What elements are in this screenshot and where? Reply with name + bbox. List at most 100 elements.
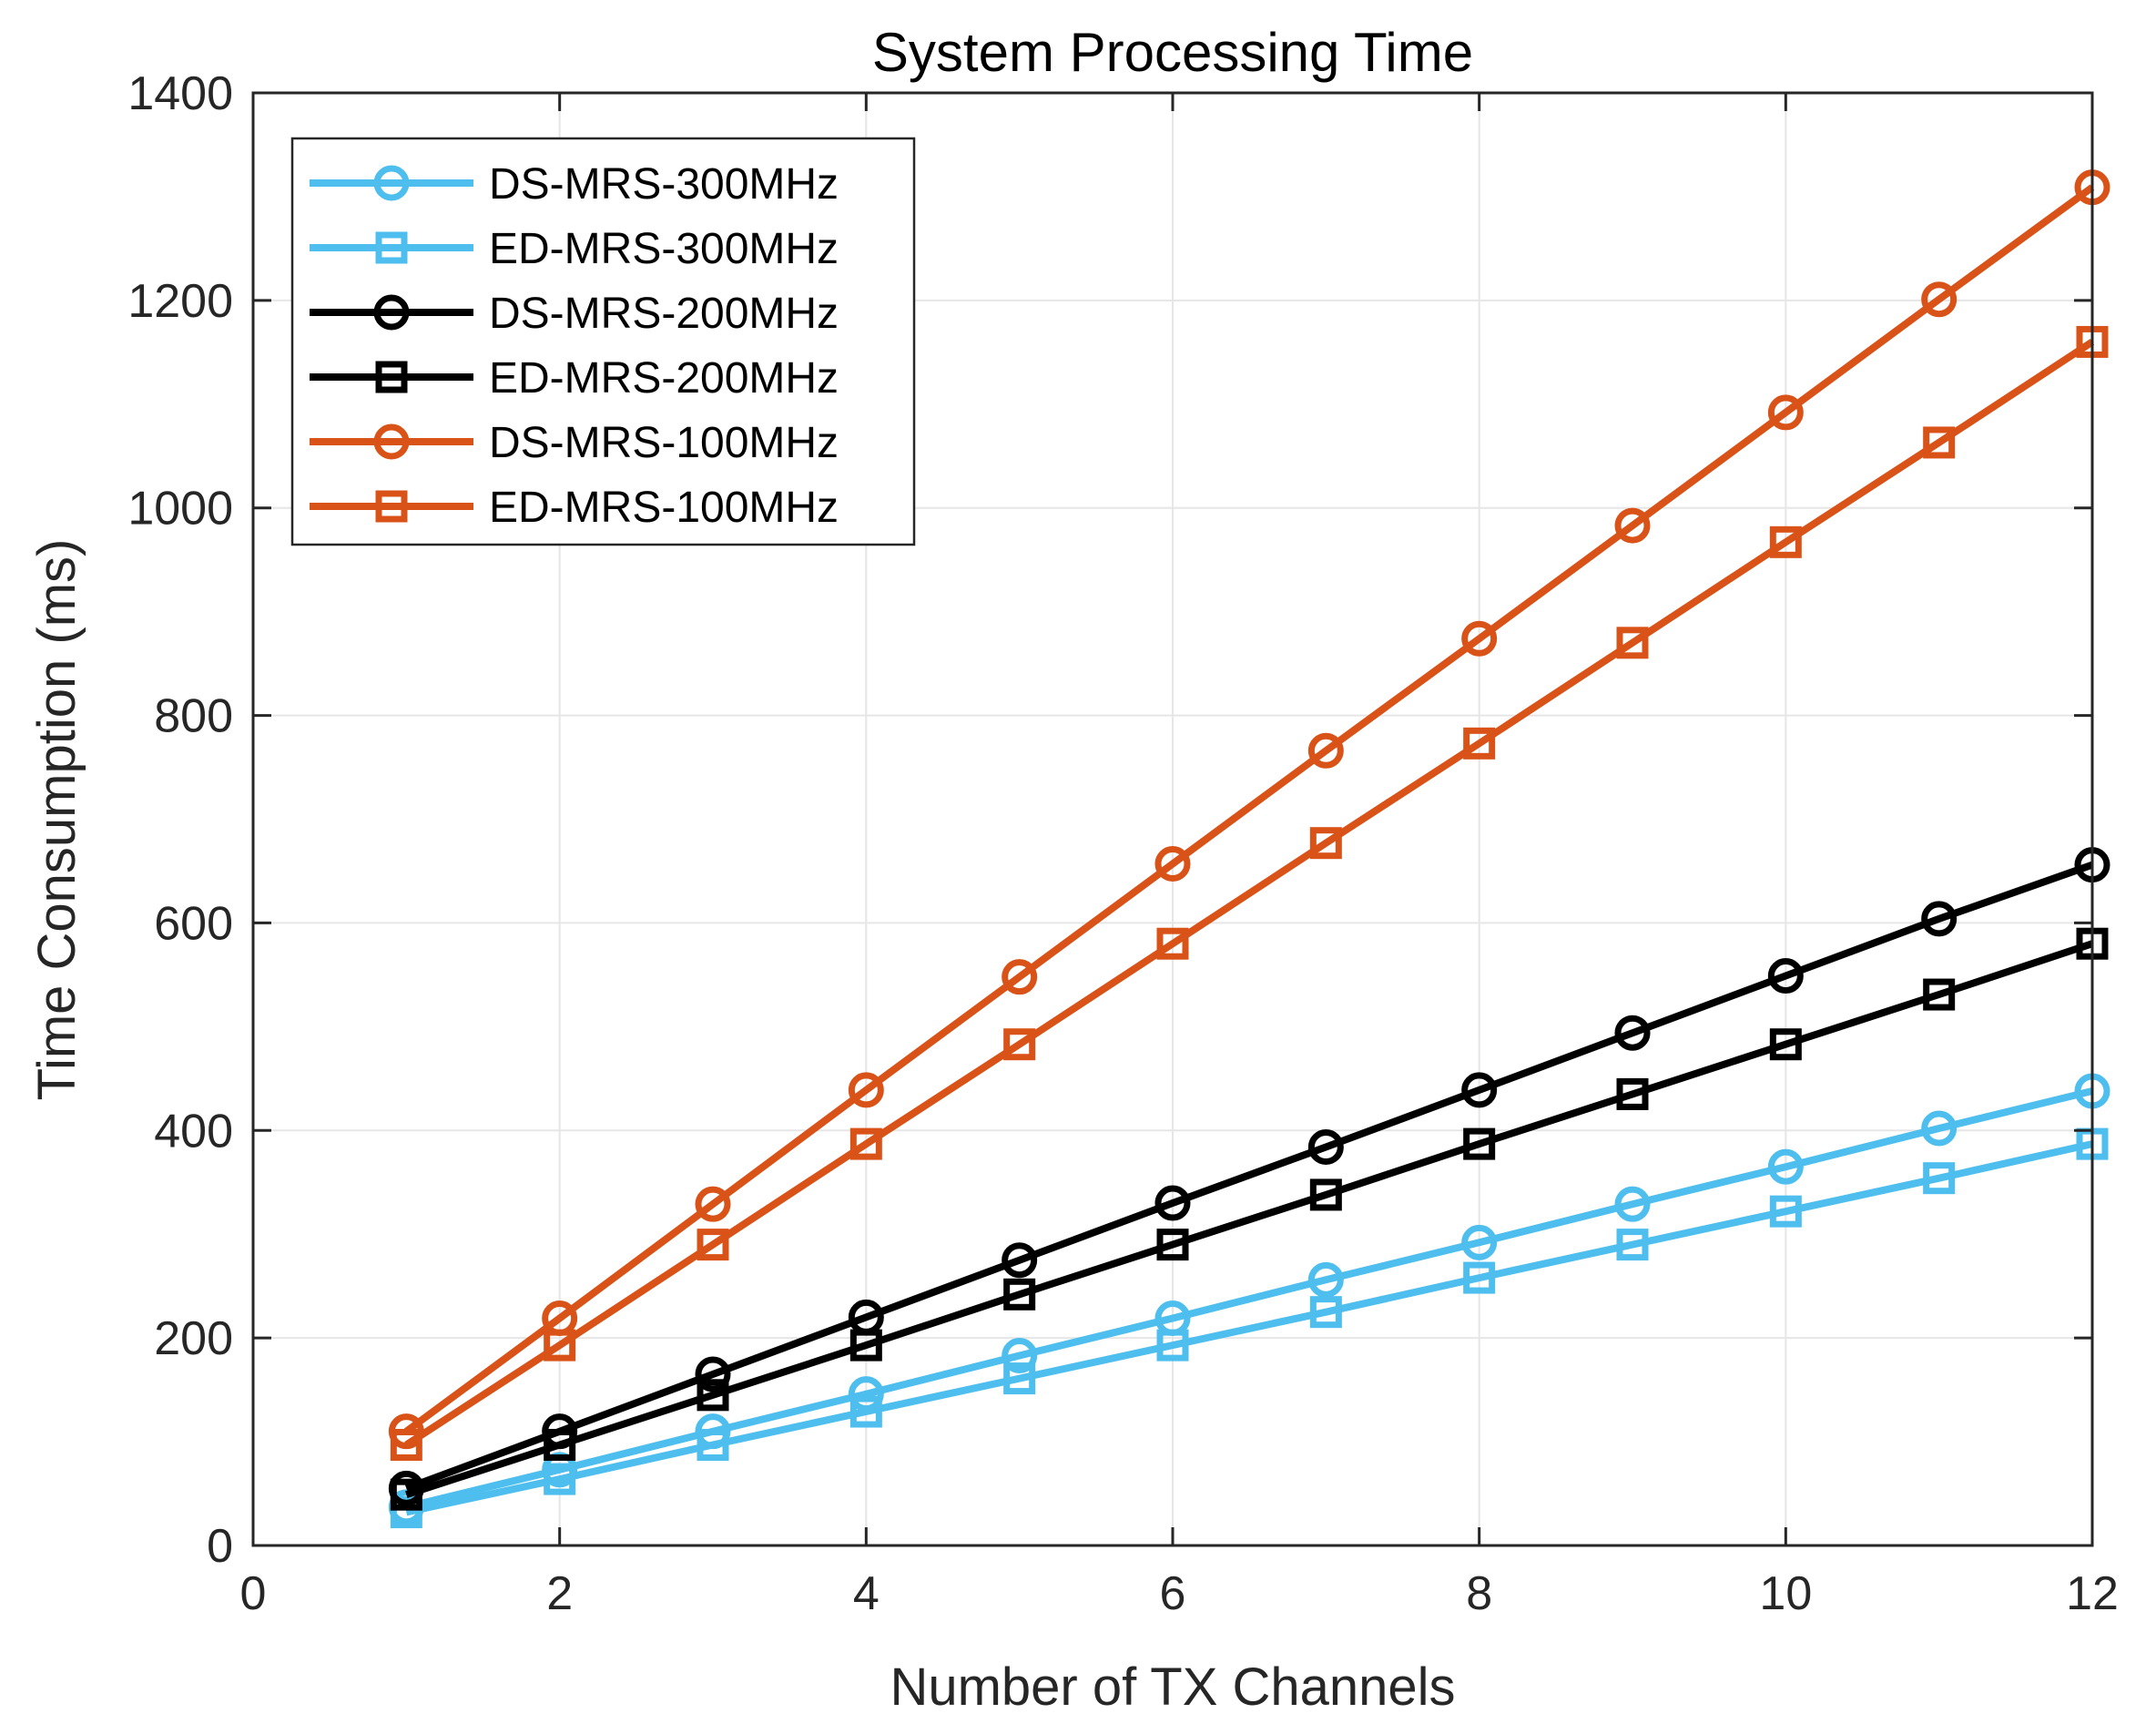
data-point [1614,1015,1651,1051]
legend-label: DS-MRS-100MHz [489,419,839,467]
data-point [1921,281,1958,318]
series-line [404,339,2095,1448]
y-tick-label: 400 [154,1105,233,1158]
y-tick-label: 1400 [127,67,233,120]
data-point [695,1356,731,1392]
data-point [1463,1127,1496,1160]
grid [253,93,2092,1545]
legend-marker [373,165,410,201]
data-point [390,1478,422,1511]
data-point [849,1127,882,1160]
data-point [1003,1028,1036,1061]
series-ED-MRS-200MHz [390,927,2109,1511]
data-point [1003,1278,1036,1311]
legend-entry: DS-MRS-200MHz [310,290,839,338]
data-point [1767,1148,1804,1185]
legend: DS-MRS-300MHz ED-MRS-300MHz DS-MRS-200MHz E… [290,137,916,546]
axis-ticks: 0 2 4 6 8 10 12 0 200 400 600 800 1000 1200 1400 [127,67,2119,1620]
legend-marker [375,361,408,393]
data-point [1461,620,1498,657]
y-tick-label: 200 [154,1312,233,1365]
data-point [1003,1362,1036,1395]
data-point [1614,1186,1651,1222]
data-point [697,1229,729,1261]
data-point [1002,1338,1038,1374]
data-point [1307,732,1344,769]
data-point [1923,426,1956,459]
y-tick-label: 1200 [127,275,233,328]
data-point [1156,927,1189,960]
data-point [697,1379,729,1412]
data-point [1616,1077,1649,1110]
series-line [405,940,2094,1499]
data-point [544,1428,576,1461]
legend-marker [373,294,410,331]
data-point [849,1395,882,1428]
data-point [1767,958,1804,994]
legend-entry: DS-MRS-100MHz [310,419,839,467]
data-point [849,1329,882,1362]
data-point [1002,959,1038,995]
data-point [390,1428,422,1461]
series-line [404,861,2094,1493]
data-point [1921,1110,1958,1147]
data-point [1154,1185,1191,1221]
x-axis-label: Number of TX Channels [890,1658,1455,1717]
data-point [1156,1329,1189,1362]
data-point [697,1428,729,1461]
legend-entry: ED-MRS-100MHz [310,484,839,532]
data-point [1769,525,1802,558]
data-point [1463,727,1496,760]
legend-label: DS-MRS-300MHz [489,160,839,209]
series-line [405,1140,2093,1516]
data-point [1769,1028,1802,1061]
data-point [1002,1242,1038,1279]
data-point [1309,1178,1342,1211]
y-tick-label: 0 [207,1520,233,1573]
x-tick-label: 12 [2066,1567,2119,1620]
legend-entry: DS-MRS-300MHz [310,160,839,209]
data-point [1307,1261,1344,1298]
x-tick-label: 0 [240,1567,267,1620]
data-point [848,1072,884,1108]
y-tick-label: 800 [154,690,233,743]
data-point [1769,1195,1802,1228]
data-point [1309,827,1342,860]
data-point [1767,394,1804,431]
legend-box [290,137,916,546]
legend-entry: ED-MRS-300MHz [310,225,839,273]
data-point [1616,627,1649,659]
y-axis-label: Time Consumption (ms) [27,539,86,1101]
x-tick-label: 2 [546,1567,573,1620]
legend-label: ED-MRS-300MHz [489,225,839,273]
data-point [1921,901,1958,937]
data-point [695,1186,731,1222]
data-point [1154,845,1191,882]
data-point [1923,1162,1956,1195]
data-point [1461,1224,1498,1260]
data-point [1463,1261,1496,1294]
x-tick-label: 6 [1160,1567,1186,1620]
y-tick-label: 1000 [127,483,233,536]
legend-entry: ED-MRS-200MHz [310,354,839,403]
series-ED-MRS-100MHz [390,325,2109,1461]
data-point [1616,1229,1649,1261]
legend-marker [375,490,408,523]
series-area [388,169,2110,1529]
x-tick-label: 4 [853,1567,880,1620]
legend-label: ED-MRS-200MHz [489,354,839,403]
legend-label: DS-MRS-200MHz [489,290,839,338]
x-tick-label: 10 [1759,1567,1812,1620]
series-line [403,184,2095,1434]
data-point [544,1329,576,1362]
data-point [1307,1129,1344,1166]
series-ED-MRS-300MHz [390,1127,2109,1529]
chart-title: System Processing Time [872,22,1473,83]
data-point [1923,978,1956,1011]
data-point [1614,507,1651,544]
legend-marker [373,423,410,460]
data-point [390,1496,422,1529]
data-point [1309,1296,1342,1329]
legend-label: ED-MRS-100MHz [489,484,839,532]
